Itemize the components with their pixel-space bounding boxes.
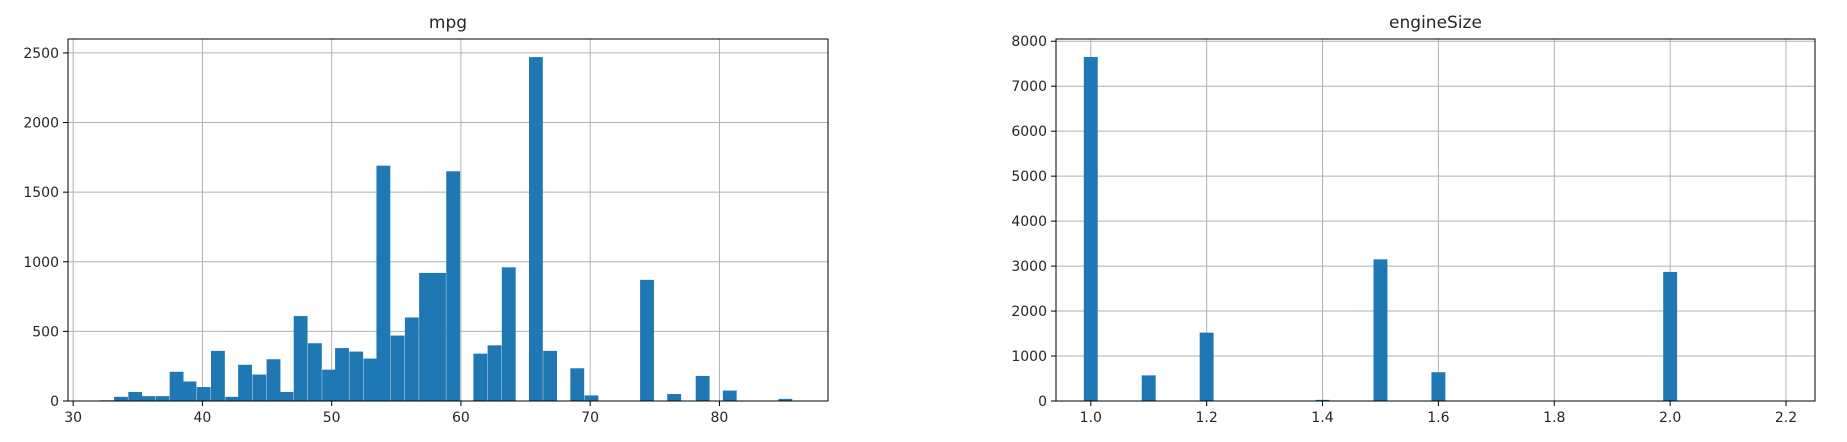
y-tick-label: 1500 bbox=[23, 185, 59, 201]
x-tick-label: 2.0 bbox=[1659, 410, 1681, 426]
x-tick-label: 30 bbox=[64, 410, 82, 426]
y-tick-label: 7000 bbox=[1011, 79, 1047, 95]
x-tick-label: 50 bbox=[323, 410, 341, 426]
histogram-bar bbox=[432, 272, 446, 401]
histogram-bar bbox=[473, 353, 488, 401]
histogram-bar bbox=[363, 358, 378, 401]
histogram-bar bbox=[543, 350, 558, 401]
chart-title: mpg bbox=[429, 13, 467, 33]
x-tick-label: 1.8 bbox=[1543, 410, 1565, 426]
histogram-bar bbox=[141, 396, 156, 401]
y-tick-label: 0 bbox=[50, 394, 59, 410]
y-tick-label: 3000 bbox=[1011, 259, 1047, 275]
histogram-bar bbox=[404, 317, 419, 401]
histogram-bar bbox=[279, 391, 294, 401]
x-tick-label: 40 bbox=[194, 410, 212, 426]
x-tick-label: 1.4 bbox=[1311, 410, 1333, 426]
x-tick-label: 2.2 bbox=[1775, 410, 1797, 426]
histogram-bar bbox=[266, 359, 281, 401]
histogram-bar bbox=[1141, 375, 1156, 401]
histogram-bar bbox=[211, 350, 225, 401]
histogram-bar bbox=[446, 171, 461, 401]
histogram-bar bbox=[182, 381, 197, 401]
y-tick-label: 1000 bbox=[23, 255, 59, 271]
histogram-bar bbox=[390, 335, 405, 401]
histogram-bar bbox=[528, 57, 543, 401]
histogram-bar bbox=[128, 391, 143, 401]
y-tick-label: 2500 bbox=[23, 46, 59, 62]
histogram-bar bbox=[349, 351, 364, 401]
histogram-bar bbox=[169, 371, 184, 401]
y-tick-label: 0 bbox=[1038, 394, 1047, 410]
histogram-bar bbox=[667, 394, 682, 401]
x-tick-label: 1.6 bbox=[1427, 410, 1449, 426]
histogram-bar bbox=[225, 396, 240, 401]
y-tick-label: 2000 bbox=[23, 116, 59, 132]
x-tick-label: 70 bbox=[581, 410, 599, 426]
histogram-bar bbox=[487, 345, 502, 401]
histogram-bar bbox=[155, 396, 170, 401]
x-tick-label: 60 bbox=[452, 410, 470, 426]
histogram-bar bbox=[238, 364, 252, 401]
x-tick-label: 1.2 bbox=[1196, 410, 1218, 426]
histogram-bar bbox=[419, 272, 433, 401]
histogram-bar bbox=[584, 395, 599, 401]
histogram-bar bbox=[778, 398, 793, 401]
histogram-bar bbox=[335, 348, 349, 401]
y-tick-label: 500 bbox=[32, 324, 59, 340]
y-tick-label: 1000 bbox=[1011, 349, 1047, 365]
y-tick-label: 6000 bbox=[1011, 124, 1047, 140]
y-tick-label: 4000 bbox=[1011, 214, 1047, 230]
plot-frame bbox=[67, 38, 829, 402]
histogram-bar bbox=[1199, 332, 1214, 401]
histogram-bar bbox=[1083, 56, 1098, 401]
histogram-bar bbox=[1315, 399, 1330, 401]
histogram-bar bbox=[640, 279, 654, 401]
x-tick-label: 1.0 bbox=[1080, 410, 1102, 426]
x-tick-label: 80 bbox=[711, 410, 729, 426]
histogram-bar bbox=[376, 165, 391, 401]
histogram-bar bbox=[1663, 271, 1678, 401]
histogram-bar bbox=[307, 343, 322, 401]
histogram-bar bbox=[196, 387, 211, 401]
enginesize-histogram: engineSize 1.0 1.2 1.4 1.6 1.8 2.0 2.2 0 1000 200… bbox=[1011, 13, 1816, 426]
histogram-bar bbox=[695, 375, 710, 401]
histogram-bar bbox=[570, 368, 585, 401]
histogram-bar bbox=[252, 374, 267, 401]
histogram-bar bbox=[322, 369, 337, 401]
mpg-histogram: mpg 30 40 50 60 70 80 0 500 1000 1500 2000 2500 bbox=[23, 13, 829, 426]
y-tick-label: 2000 bbox=[1011, 304, 1047, 320]
plot-frame bbox=[1055, 38, 1816, 402]
y-tick-label: 8000 bbox=[1011, 34, 1047, 50]
histogram-bar bbox=[293, 316, 308, 401]
histogram-bar bbox=[501, 267, 516, 401]
histogram-bar bbox=[722, 390, 737, 401]
histogram-bar bbox=[114, 396, 128, 401]
chart-title: engineSize bbox=[1389, 13, 1482, 33]
y-tick-label: 5000 bbox=[1011, 169, 1047, 185]
histogram-bar bbox=[1373, 259, 1388, 401]
histogram-bar bbox=[1431, 372, 1446, 401]
